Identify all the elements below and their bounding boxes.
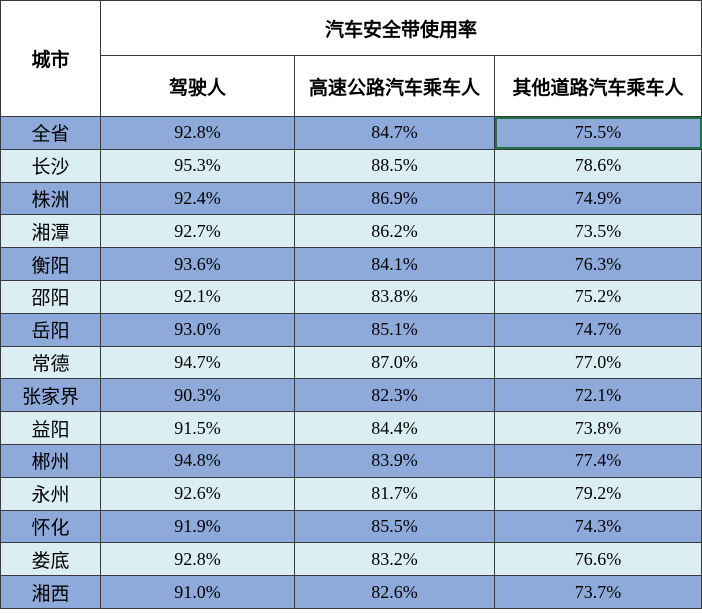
table-row: 湘西 91.0% 82.6% 73.7% bbox=[0, 575, 702, 609]
city-cell[interactable]: 张家界 bbox=[0, 378, 101, 413]
value-cell[interactable]: 91.5% bbox=[100, 411, 295, 445]
value-cell[interactable]: 73.8% bbox=[493, 411, 702, 445]
value-cell[interactable]: 77.4% bbox=[493, 443, 702, 478]
value-cell[interactable]: 85.5% bbox=[294, 509, 495, 544]
value-cell[interactable]: 84.1% bbox=[294, 247, 495, 281]
column-header-driver[interactable]: 驾驶人 bbox=[100, 55, 295, 117]
value-cell[interactable]: 85.1% bbox=[294, 312, 495, 347]
value-cell[interactable]: 72.1% bbox=[493, 378, 702, 413]
city-cell[interactable]: 株洲 bbox=[0, 181, 101, 216]
value-cell[interactable]: 76.3% bbox=[493, 247, 702, 281]
group-header[interactable]: 汽车安全带使用率 bbox=[99, 0, 702, 56]
city-cell[interactable]: 岳阳 bbox=[0, 312, 101, 347]
city-cell[interactable]: 全省 bbox=[0, 116, 101, 150]
value-cell[interactable]: 84.4% bbox=[294, 411, 495, 445]
value-cell[interactable]: 86.2% bbox=[294, 214, 495, 249]
value-cell[interactable]: 86.9% bbox=[294, 181, 495, 216]
table-row: 株洲 92.4% 86.9% 74.9% bbox=[0, 181, 702, 216]
value-cell[interactable]: 83.2% bbox=[294, 542, 495, 577]
value-cell[interactable]: 73.7% bbox=[493, 575, 702, 609]
value-cell[interactable]: 92.1% bbox=[100, 279, 295, 314]
value-cell[interactable]: 82.6% bbox=[294, 575, 495, 609]
city-cell[interactable]: 娄底 bbox=[0, 542, 101, 577]
value-cell[interactable]: 81.7% bbox=[294, 476, 495, 511]
city-cell[interactable]: 湘西 bbox=[0, 575, 101, 609]
value-cell[interactable]: 83.8% bbox=[294, 279, 495, 314]
value-cell[interactable]: 84.7% bbox=[294, 116, 495, 150]
table-row: 邵阳 92.1% 83.8% 75.2% bbox=[0, 279, 702, 314]
value-cell[interactable]: 92.8% bbox=[100, 116, 295, 150]
city-cell[interactable]: 永州 bbox=[0, 476, 101, 511]
city-cell[interactable]: 郴州 bbox=[0, 443, 101, 478]
value-cell[interactable]: 91.9% bbox=[100, 509, 295, 544]
value-cell[interactable]: 79.2% bbox=[493, 476, 702, 511]
table-row: 衡阳 93.6% 84.1% 76.3% bbox=[0, 247, 702, 281]
city-cell[interactable]: 湘潭 bbox=[0, 214, 101, 249]
value-cell[interactable]: 74.9% bbox=[493, 181, 702, 216]
value-cell[interactable]: 93.6% bbox=[100, 247, 295, 281]
column-header-other-road-passenger[interactable]: 其他道路汽车乘车人 bbox=[493, 55, 702, 117]
value-cell[interactable]: 88.5% bbox=[294, 148, 495, 183]
value-cell[interactable]: 74.3% bbox=[493, 509, 702, 544]
value-cell[interactable]: 95.3% bbox=[100, 148, 295, 183]
table-row: 永州 92.6% 81.7% 79.2% bbox=[0, 476, 702, 511]
table-row: 岳阳 93.0% 85.1% 74.7% bbox=[0, 312, 702, 347]
value-cell[interactable]: 94.8% bbox=[100, 443, 295, 478]
column-header-highway-passenger[interactable]: 高速公路汽车乘车人 bbox=[294, 55, 495, 117]
city-column-header[interactable]: 城市 bbox=[0, 0, 101, 117]
value-cell[interactable]: 83.9% bbox=[294, 443, 495, 478]
city-cell[interactable]: 邵阳 bbox=[0, 279, 101, 314]
table-row: 益阳 91.5% 84.4% 73.8% bbox=[0, 411, 702, 445]
value-cell[interactable]: 77.0% bbox=[493, 345, 702, 380]
city-cell[interactable]: 长沙 bbox=[0, 148, 101, 183]
table-row: 张家界 90.3% 82.3% 72.1% bbox=[0, 378, 702, 413]
city-cell[interactable]: 益阳 bbox=[0, 411, 101, 445]
value-cell[interactable]: 75.2% bbox=[493, 279, 702, 314]
value-cell[interactable]: 73.5% bbox=[493, 214, 702, 249]
value-cell[interactable]: 92.7% bbox=[100, 214, 295, 249]
table-row: 娄底 92.8% 83.2% 76.6% bbox=[0, 542, 702, 577]
city-cell[interactable]: 衡阳 bbox=[0, 247, 101, 281]
city-cell[interactable]: 怀化 bbox=[0, 509, 101, 544]
value-cell[interactable]: 82.3% bbox=[294, 378, 495, 413]
selected-value-cell[interactable]: 75.5% bbox=[493, 116, 702, 150]
table-row: 常德 94.7% 87.0% 77.0% bbox=[0, 345, 702, 380]
table-row: 郴州 94.8% 83.9% 77.4% bbox=[0, 443, 702, 478]
value-cell[interactable]: 93.0% bbox=[100, 312, 295, 347]
city-cell[interactable]: 常德 bbox=[0, 345, 101, 380]
value-cell[interactable]: 94.7% bbox=[100, 345, 295, 380]
value-cell[interactable]: 92.4% bbox=[100, 181, 295, 216]
table-row: 怀化 91.9% 85.5% 74.3% bbox=[0, 509, 702, 544]
table-row: 湘潭 92.7% 86.2% 73.5% bbox=[0, 214, 702, 249]
value-cell[interactable]: 74.7% bbox=[493, 312, 702, 347]
table-row: 全省 92.8% 84.7% 75.5% bbox=[0, 116, 702, 150]
table-row: 长沙 95.3% 88.5% 78.6% bbox=[0, 148, 702, 183]
value-cell[interactable]: 87.0% bbox=[294, 345, 495, 380]
value-cell[interactable]: 92.6% bbox=[100, 476, 295, 511]
value-cell[interactable]: 76.6% bbox=[493, 542, 702, 577]
value-cell[interactable]: 90.3% bbox=[100, 378, 295, 413]
value-cell[interactable]: 78.6% bbox=[493, 148, 702, 183]
value-cell[interactable]: 92.8% bbox=[100, 542, 295, 577]
value-cell[interactable]: 91.0% bbox=[100, 575, 295, 609]
